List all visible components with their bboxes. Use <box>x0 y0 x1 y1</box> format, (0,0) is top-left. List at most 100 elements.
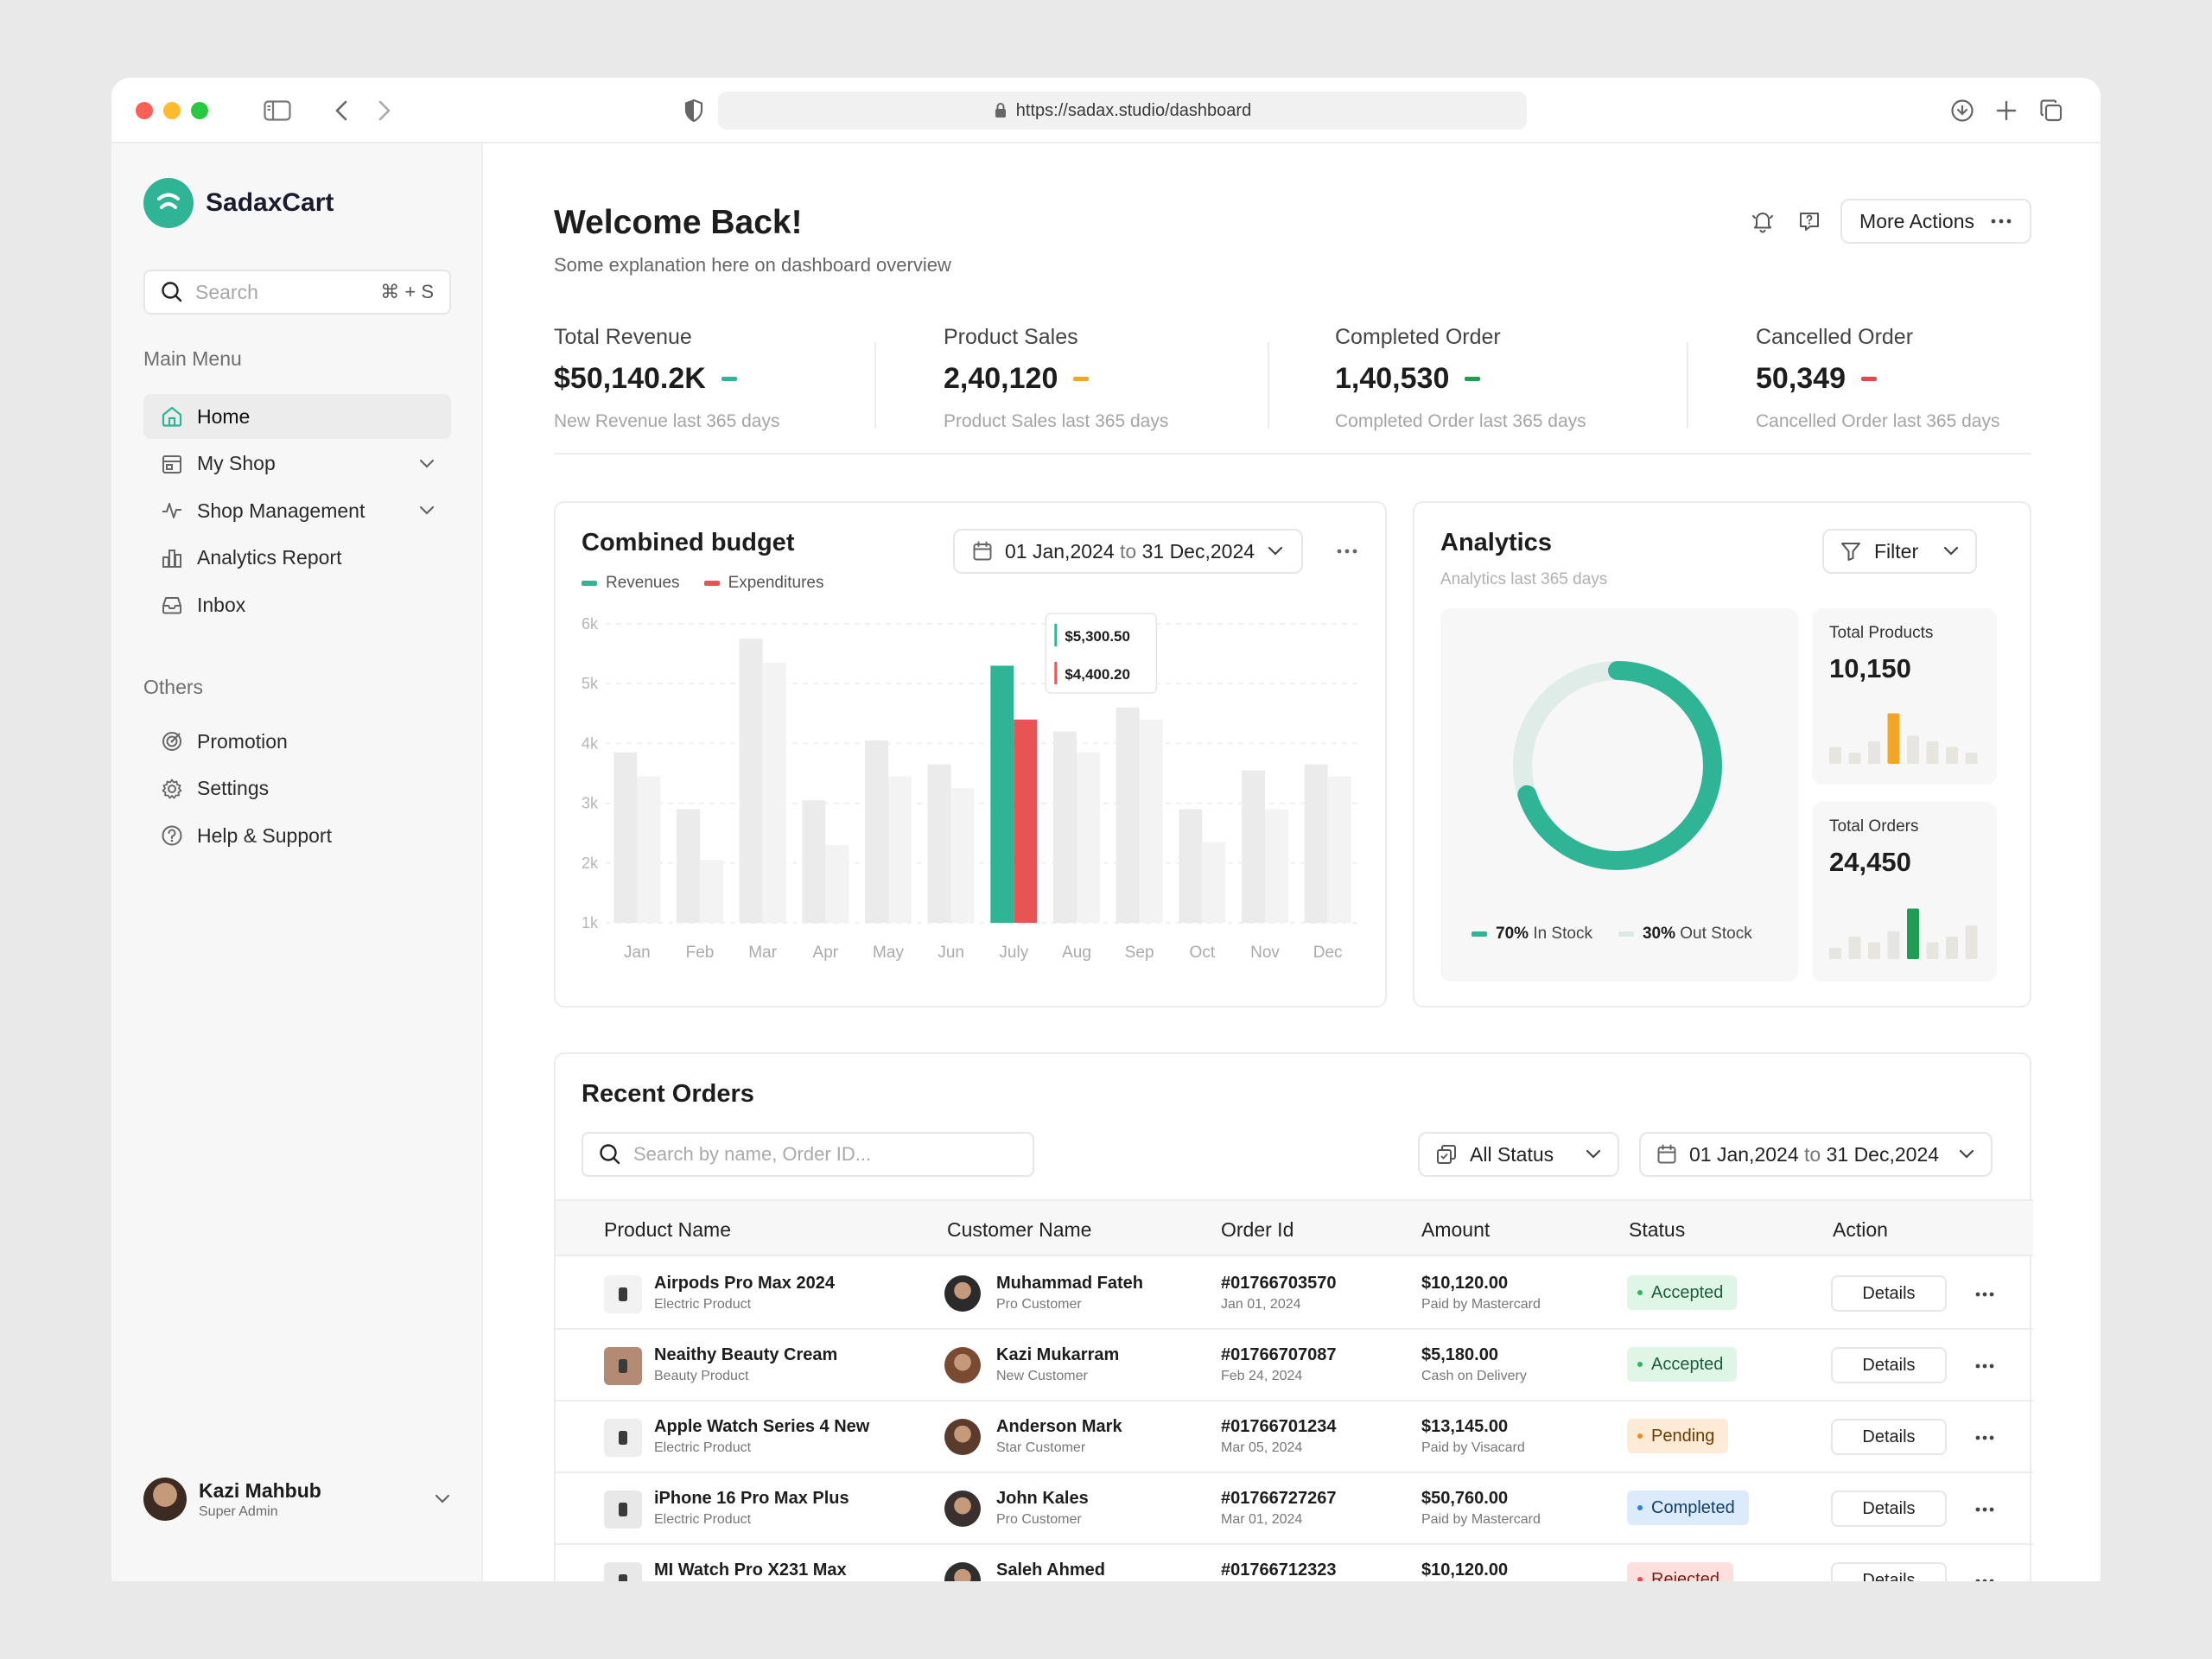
sidebar-item-shop-management[interactable]: Shop Management <box>143 488 451 533</box>
row-more-options-button[interactable] <box>1969 1351 2000 1382</box>
forward-icon[interactable] <box>369 95 400 126</box>
brand-logo[interactable]: SadaxCart <box>143 178 334 228</box>
budget-date-range-picker[interactable]: 01 Jan,2024 to 31 Dec,2024 <box>953 529 1304 574</box>
zoom-window-button[interactable] <box>191 102 208 119</box>
column-header[interactable]: Order Id <box>1221 1218 1294 1241</box>
details-button[interactable]: Details <box>1831 1275 1947 1312</box>
trend-indicator <box>1465 377 1481 381</box>
customer-name[interactable]: John Kales <box>996 1489 1089 1508</box>
bar-revenue[interactable] <box>739 639 763 923</box>
table-row[interactable]: Airpods Pro Max 2024 Electric Product Mu… <box>556 1258 2033 1330</box>
bar-revenue[interactable] <box>865 740 888 923</box>
stat-note: Product Sales last 365 days <box>944 411 1169 431</box>
analytics-filter-button[interactable]: Filter <box>1822 529 1978 574</box>
sidebar-item-settings[interactable]: Settings <box>143 766 451 811</box>
product-thumbnail <box>604 1562 642 1581</box>
close-window-button[interactable] <box>136 102 153 119</box>
table-row[interactable]: MI Watch Pro X231 Max Saleh Ahmed #01766… <box>556 1545 2033 1581</box>
column-header[interactable]: Customer Name <box>947 1218 1092 1241</box>
column-header[interactable]: Amount <box>1421 1218 1491 1241</box>
customer-name[interactable]: Kazi Mukarram <box>996 1345 1120 1364</box>
product-name[interactable]: Apple Watch Series 4 New <box>654 1417 870 1436</box>
column-header[interactable]: Status <box>1629 1218 1686 1241</box>
bar-revenue[interactable] <box>677 809 700 923</box>
more-dots-icon <box>1975 1435 1994 1440</box>
tabs-overview-icon[interactable] <box>2036 95 2067 126</box>
product-thumbnail <box>604 1419 642 1457</box>
column-header[interactable]: Product Name <box>604 1218 732 1241</box>
more-actions-button[interactable]: More Actions <box>1840 199 2031 244</box>
order-id: #01766703570 <box>1221 1274 1337 1293</box>
donut-in-stock-arc[interactable] <box>1513 661 1722 870</box>
user-profile[interactable]: Kazi Mahbub Super Admin <box>143 1471 451 1528</box>
sidebar-item-analytics-report[interactable]: Analytics Report <box>143 536 451 581</box>
bar-revenue[interactable] <box>1179 809 1203 923</box>
status-filter-select[interactable]: All Status <box>1418 1132 1620 1177</box>
bar-revenue[interactable] <box>990 665 1014 923</box>
sidebar-toggle-icon[interactable] <box>262 95 293 126</box>
back-icon[interactable] <box>326 95 357 126</box>
bar-revenue[interactable] <box>802 800 826 923</box>
chevron-down-icon[interactable] <box>418 505 435 517</box>
product-name[interactable]: iPhone 16 Pro Max Plus <box>654 1489 849 1508</box>
table-row[interactable]: Apple Watch Series 4 New Electric Produc… <box>556 1402 2033 1473</box>
budget-more-options-button[interactable] <box>1332 536 1363 567</box>
bar-revenue[interactable] <box>1304 764 1328 923</box>
minimize-window-button[interactable] <box>163 102 181 119</box>
table-row[interactable]: Neaithy Beauty Cream Beauty Product Kazi… <box>556 1330 2033 1402</box>
bar-revenue[interactable] <box>613 752 638 923</box>
new-tab-icon[interactable] <box>1991 95 2022 126</box>
customer-name[interactable]: Saleh Ahmed <box>996 1560 1105 1580</box>
bar-revenue[interactable] <box>927 764 951 923</box>
filter-label: Filter <box>1874 539 1919 563</box>
details-button[interactable]: Details <box>1831 1491 1947 1527</box>
sidebar-item-home[interactable]: Home <box>143 394 451 439</box>
bar-revenue[interactable] <box>1242 770 1265 923</box>
bar-expenditure[interactable] <box>1202 842 1226 923</box>
bar-expenditure[interactable] <box>1265 809 1288 923</box>
download-icon[interactable] <box>1947 95 1978 126</box>
card-title: Analytics <box>1440 529 1552 556</box>
details-button[interactable]: Details <box>1831 1562 1947 1581</box>
bar-expenditure[interactable] <box>1014 719 1038 923</box>
orders-date-range-picker[interactable]: 01 Jan,2024 to 31 Dec,2024 <box>1639 1132 1993 1177</box>
privacy-shield-icon[interactable] <box>678 95 709 126</box>
bar-expenditure[interactable] <box>888 776 912 923</box>
address-bar[interactable]: https://sadax.studio/dashboard <box>718 92 1527 130</box>
sidebar-item-help-support[interactable]: Help & Support <box>143 813 451 858</box>
product-name[interactable]: Airpods Pro Max 2024 <box>654 1274 835 1293</box>
bar-expenditure[interactable] <box>637 776 661 923</box>
product-name[interactable]: Neaithy Beauty Cream <box>654 1345 838 1364</box>
column-header[interactable]: Action <box>1833 1218 1888 1241</box>
bar-expenditure[interactable] <box>950 788 975 923</box>
spark-bar <box>1848 937 1861 959</box>
row-more-options-button[interactable] <box>1969 1422 2000 1453</box>
row-more-options-button[interactable] <box>1969 1279 2000 1310</box>
help-chat-icon[interactable] <box>1794 206 1825 237</box>
bar-revenue[interactable] <box>1116 707 1140 923</box>
bar-expenditure[interactable] <box>762 662 786 923</box>
chevron-down-icon[interactable] <box>434 1493 451 1505</box>
sidebar-item-my-shop[interactable]: My Shop <box>143 442 451 486</box>
customer-name[interactable]: Muhammad Fateh <box>996 1274 1144 1293</box>
sidebar-search-input[interactable]: Search ⌘ + S <box>143 270 451 315</box>
bar-expenditure[interactable] <box>1327 776 1351 923</box>
product-name[interactable]: MI Watch Pro X231 Max <box>654 1560 847 1580</box>
row-more-options-button[interactable] <box>1969 1566 2000 1581</box>
sidebar-item-promotion[interactable]: Promotion <box>143 719 451 764</box>
bar-expenditure[interactable] <box>1139 719 1163 923</box>
bar-expenditure[interactable] <box>700 860 723 923</box>
bar-revenue[interactable] <box>1053 731 1077 923</box>
sidebar-item-inbox[interactable]: Inbox <box>143 582 451 627</box>
details-button[interactable]: Details <box>1831 1419 1947 1455</box>
bar-expenditure[interactable] <box>1077 752 1100 923</box>
order-search-input[interactable]: Search by name, Order ID... <box>582 1132 1034 1177</box>
row-more-options-button[interactable] <box>1969 1494 2000 1525</box>
notification-bell-icon[interactable] <box>1747 206 1778 237</box>
customer-name[interactable]: Anderson Mark <box>996 1417 1122 1436</box>
card-title: Recent Orders <box>582 1080 754 1108</box>
bar-expenditure[interactable] <box>825 845 849 923</box>
details-button[interactable]: Details <box>1831 1347 1947 1383</box>
table-row[interactable]: iPhone 16 Pro Max Plus Electric Product … <box>556 1473 2033 1545</box>
chevron-down-icon[interactable] <box>418 458 435 470</box>
